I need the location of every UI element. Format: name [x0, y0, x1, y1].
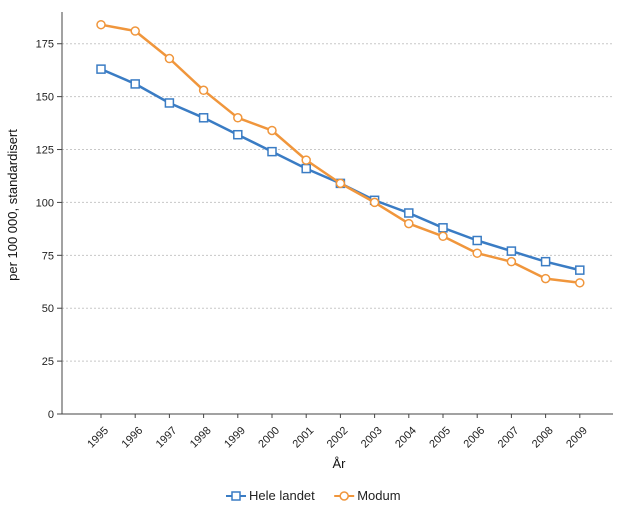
data-point-modum	[233, 113, 243, 123]
data-point-modum	[267, 125, 277, 136]
x-tick-label: 2007	[496, 425, 522, 451]
legend-label-hele-landet: Hele landet	[249, 488, 315, 503]
y-tick-label: 75	[42, 250, 54, 262]
legend-item-hele-landet: Hele landet	[226, 488, 315, 503]
data-point-hele-landet	[575, 265, 585, 275]
data-point-hele-landet	[301, 163, 311, 174]
y-tick-label: 150	[36, 92, 54, 104]
x-tick-labels: 1995 1996 1997 1998 1999 2000 2001 2002 2003 2004…	[85, 425, 590, 451]
data-point-modum	[301, 155, 311, 165]
x-tick-label: 2009	[564, 425, 590, 451]
y-tick-labels: 0 25 50 75 100 125 150 175	[36, 39, 54, 421]
data-point-modum	[369, 197, 380, 208]
data-point-hele-landet	[506, 246, 517, 256]
y-tick-label: 175	[36, 39, 54, 51]
data-point-modum	[130, 26, 140, 36]
x-tick-label: 2004	[393, 425, 419, 451]
y-tick-label: 125	[36, 145, 54, 157]
x-tick-label: 1997	[154, 425, 180, 451]
data-point-hele-landet	[404, 208, 414, 218]
data-point-modum	[335, 178, 346, 189]
y-tick-label: 0	[48, 409, 54, 421]
data-point-modum	[575, 278, 585, 288]
data-point-hele-landet	[233, 129, 243, 140]
data-point-hele-landet	[96, 64, 106, 74]
y-tick-label: 50	[42, 303, 54, 315]
legend: Hele landet Modum	[226, 488, 401, 503]
x-tick-label: 2000	[256, 425, 282, 451]
y-axis-title: per 100 000, standardisert	[5, 129, 20, 281]
data-point-hele-landet	[540, 256, 551, 267]
series-modum	[96, 19, 585, 288]
x-tick-label: 2006	[462, 425, 488, 451]
data-point-modum	[164, 53, 175, 64]
x-axis-title: År	[333, 456, 347, 471]
x-tick-label: 1998	[188, 425, 214, 451]
legend-item-modum: Modum	[334, 488, 401, 503]
series-group	[96, 19, 585, 288]
legend-label-modum: Modum	[357, 488, 400, 503]
axes	[57, 12, 613, 418]
data-point-modum	[198, 85, 209, 96]
data-point-hele-landet	[472, 235, 482, 246]
data-point-hele-landet	[164, 98, 175, 108]
legend-marker-modum	[339, 491, 349, 501]
data-point-hele-landet	[198, 113, 209, 123]
x-tick-label: 1995	[85, 425, 111, 451]
data-point-modum	[472, 248, 482, 258]
x-tick-label: 1999	[222, 425, 248, 451]
series-line-modum	[100, 23, 580, 285]
data-point-hele-landet	[130, 79, 140, 89]
legend-marker-hele-landet	[231, 491, 241, 501]
x-tick-label: 2003	[359, 425, 385, 451]
data-point-modum	[540, 273, 551, 284]
gridlines	[62, 43, 613, 362]
data-point-hele-landet	[267, 146, 277, 157]
data-point-modum	[506, 256, 517, 267]
x-tick-label: 2008	[530, 425, 556, 451]
data-point-modum	[96, 19, 106, 30]
x-tick-label: 2001	[291, 425, 317, 451]
x-tick-label: 2005	[427, 425, 453, 451]
data-point-modum	[438, 231, 448, 242]
y-tick-label: 100	[36, 197, 54, 209]
x-tick-label: 1996	[120, 425, 146, 451]
data-point-modum	[404, 218, 414, 229]
y-tick-label: 25	[42, 356, 54, 368]
x-tick-label: 2002	[325, 425, 351, 451]
data-point-hele-landet	[438, 223, 448, 233]
